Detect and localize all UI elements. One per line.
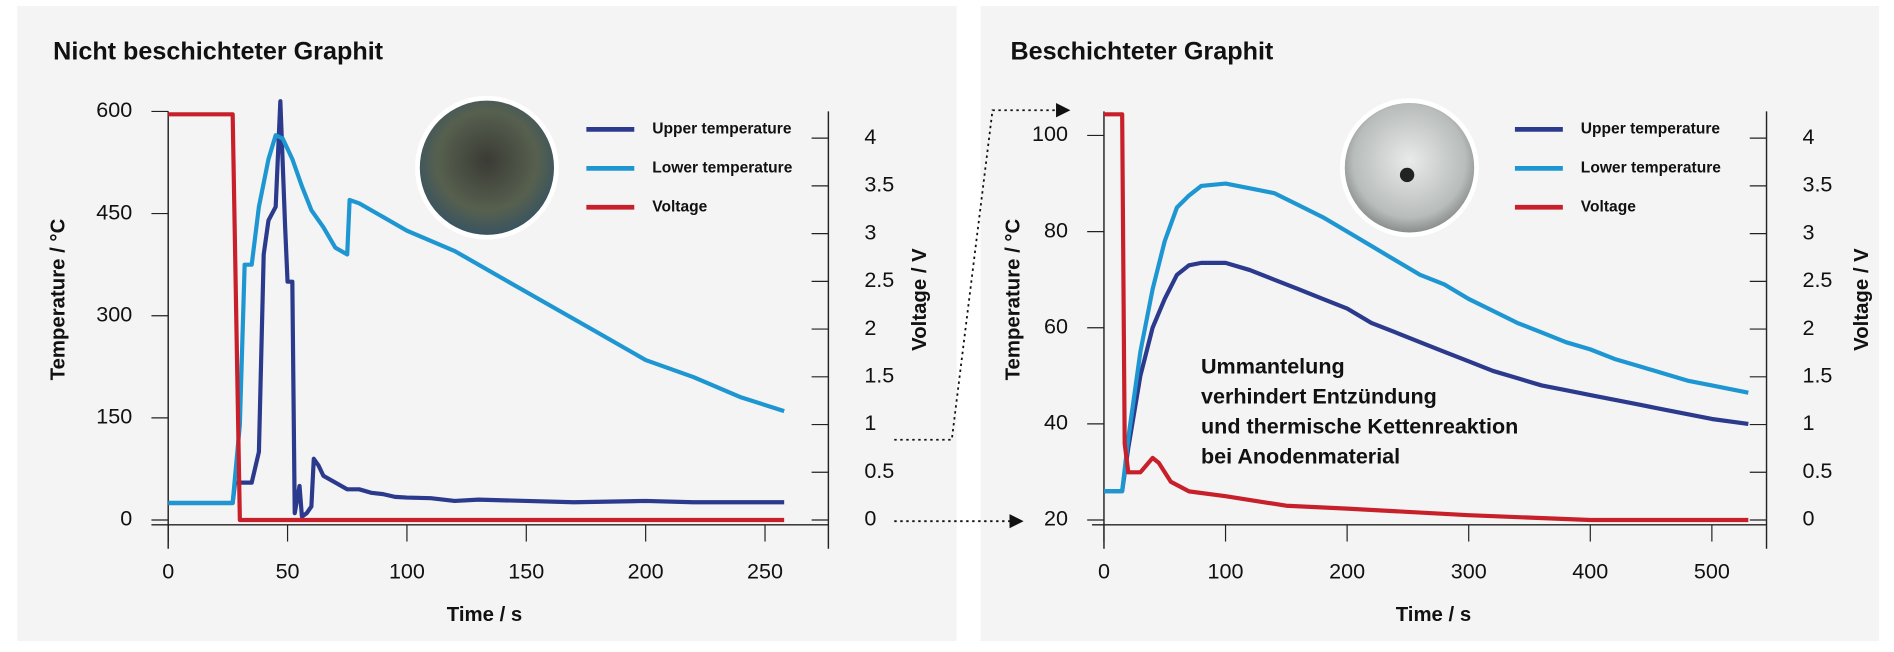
y-axis-title: Temperature / °C (48, 218, 70, 380)
series-line (168, 99, 785, 519)
y-tick-label: 450 (96, 199, 132, 224)
y-tick-label: 600 (96, 97, 132, 122)
annotation: Ummantelung (1201, 354, 1345, 379)
x-tick-label: 200 (1329, 558, 1365, 583)
x-tick-label: 100 (1208, 558, 1244, 583)
legend-label: Lower temperature (1581, 159, 1721, 176)
y2-tick-label: 2 (1802, 315, 1814, 340)
y2-tick-label: 3.5 (864, 172, 894, 197)
y-tick-label: 0 (120, 506, 132, 531)
y2-tick-label: 4 (1802, 124, 1814, 149)
zoom-arrow (894, 103, 1071, 441)
series-line (1103, 260, 1749, 494)
y2-tick-label: 0.5 (1802, 458, 1832, 483)
y2-axis-title: Voltage / V (909, 248, 931, 351)
y-tick-label: 80 (1044, 217, 1068, 242)
series-line (168, 112, 785, 523)
x-axis-title: Time / s (1396, 604, 1471, 626)
legend-label: Voltage (1581, 198, 1636, 215)
y2-tick-label: 2.5 (864, 267, 894, 292)
y2-tick-label: 2 (864, 315, 876, 340)
x-tick-label: 100 (389, 558, 425, 583)
series-line (1103, 181, 1749, 494)
chart-title: Beschichteter Graphit (1011, 37, 1274, 65)
annotation: und thermische Kettenreaktion (1201, 413, 1518, 438)
x-tick-label: 50 (276, 558, 300, 583)
legend-label: Upper temperature (652, 121, 792, 138)
y2-tick-label: 4 (864, 124, 876, 149)
y2-tick-label: 2.5 (1802, 267, 1832, 292)
photo-spot (1399, 167, 1415, 183)
series-line (168, 133, 785, 506)
legend-label: Upper temperature (1581, 121, 1721, 138)
y2-axis-title: Voltage / V (1851, 248, 1873, 351)
legend-label: Voltage (652, 198, 707, 215)
y-tick-label: 20 (1044, 506, 1068, 531)
y2-tick-label: 1.5 (1802, 363, 1832, 388)
x-tick-label: 0 (1098, 558, 1110, 583)
x-tick-label: 200 (628, 558, 664, 583)
y-tick-label: 100 (1032, 121, 1068, 146)
y2-tick-label: 1 (1802, 410, 1814, 435)
y-tick-label: 60 (1044, 313, 1068, 338)
y-tick-label: 150 (96, 404, 132, 429)
x-tick-label: 300 (1451, 558, 1487, 583)
y-axis-title: Temperature / °C (1002, 218, 1024, 380)
y-tick-label: 40 (1044, 410, 1068, 435)
x-tick-label: 500 (1694, 558, 1730, 583)
x-tick-label: 250 (747, 558, 783, 583)
y2-tick-label: 0 (864, 506, 876, 531)
sample-photo (1339, 98, 1479, 238)
x-tick-label: 400 (1572, 558, 1608, 583)
chart-title: Nicht beschichteter Graphit (53, 37, 384, 65)
y2-tick-label: 3 (864, 219, 876, 244)
y2-tick-label: 0.5 (864, 458, 894, 483)
x-axis-title: Time / s (447, 604, 522, 626)
annotation: verhindert Entzündung (1201, 383, 1437, 408)
sample-photo (415, 95, 559, 240)
y2-tick-label: 3 (1802, 219, 1814, 244)
annotation: bei Anodenmaterial (1201, 443, 1400, 468)
y2-tick-label: 1.5 (864, 363, 894, 388)
y2-tick-label: 3.5 (1802, 172, 1832, 197)
panel-right (980, 5, 1880, 642)
x-tick-label: 150 (508, 558, 544, 583)
y2-tick-label: 1 (864, 410, 876, 435)
y-tick-label: 300 (96, 301, 132, 326)
series-line (1103, 112, 1749, 523)
x-tick-label: 0 (162, 558, 174, 583)
legend-label: Lower temperature (652, 159, 792, 176)
y2-tick-label: 0 (1802, 506, 1814, 531)
